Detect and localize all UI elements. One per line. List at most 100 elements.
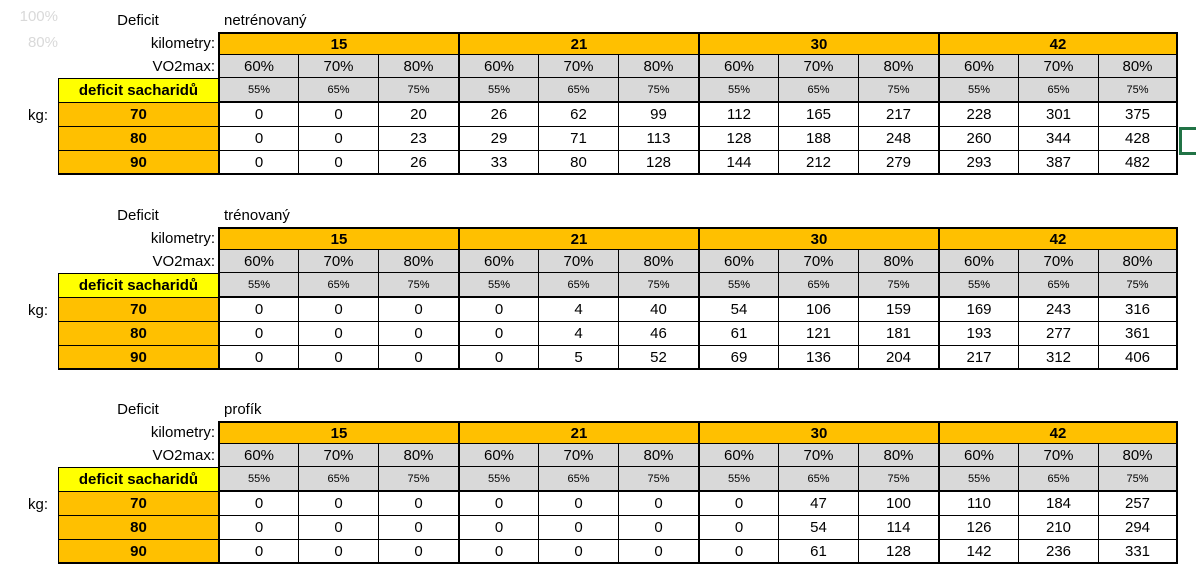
deficit-value-cell[interactable]: 113 [618,127,698,151]
deficit-value-cell[interactable]: 0 [458,492,538,516]
sacharidu-percent-cell[interactable]: 55% [698,467,778,492]
deficit-value-cell[interactable]: 316 [1098,298,1178,322]
deficit-value-cell[interactable]: 260 [938,127,1018,151]
deficit-value-cell[interactable]: 344 [1018,127,1098,151]
deficit-value-cell[interactable]: 0 [298,298,378,322]
vo2max-cell[interactable]: 70% [298,55,378,78]
vo2max-cell[interactable]: 60% [458,250,538,273]
deficit-value-cell[interactable]: 0 [538,516,618,540]
deficit-value-cell[interactable]: 62 [538,103,618,127]
vo2max-cell[interactable]: 80% [858,444,938,467]
deficit-value-cell[interactable]: 228 [938,103,1018,127]
vo2max-cell[interactable]: 80% [858,55,938,78]
deficit-value-cell[interactable]: 165 [778,103,858,127]
vo2max-cell[interactable]: 70% [1018,444,1098,467]
vo2max-cell[interactable]: 60% [458,55,538,78]
sacharidu-percent-cell[interactable]: 75% [858,467,938,492]
deficit-value-cell[interactable]: 110 [938,492,1018,516]
deficit-value-cell[interactable]: 0 [458,298,538,322]
deficit-value-cell[interactable]: 0 [458,540,538,564]
deficit-value-cell[interactable]: 0 [378,492,458,516]
distance-header-cell[interactable]: 21 [458,32,698,55]
deficit-value-cell[interactable]: 0 [298,346,378,370]
distance-header-cell[interactable]: 30 [698,32,938,55]
deficit-value-cell[interactable]: 69 [698,346,778,370]
distance-header-cell[interactable]: 42 [938,227,1178,250]
deficit-value-cell[interactable]: 47 [778,492,858,516]
vo2max-cell[interactable]: 80% [618,55,698,78]
sacharidu-percent-cell[interactable]: 55% [458,273,538,298]
weight-row-header[interactable]: 80 [58,127,218,151]
deficit-value-cell[interactable]: 23 [378,127,458,151]
vo2max-cell[interactable]: 80% [1098,444,1178,467]
deficit-value-cell[interactable]: 106 [778,298,858,322]
deficit-value-cell[interactable]: 0 [218,322,298,346]
distance-header-cell[interactable]: 15 [218,32,458,55]
deficit-value-cell[interactable]: 80 [538,151,618,175]
deficit-value-cell[interactable]: 212 [778,151,858,175]
vo2max-cell[interactable]: 60% [458,444,538,467]
deficit-value-cell[interactable]: 0 [218,151,298,175]
distance-header-cell[interactable]: 15 [218,227,458,250]
deficit-value-cell[interactable]: 482 [1098,151,1178,175]
distance-header-cell[interactable]: 42 [938,421,1178,444]
deficit-value-cell[interactable]: 0 [378,516,458,540]
weight-row-header[interactable]: 70 [58,492,218,516]
deficit-value-cell[interactable]: 0 [218,298,298,322]
sacharidu-percent-cell[interactable]: 55% [938,273,1018,298]
deficit-value-cell[interactable]: 0 [218,127,298,151]
deficit-value-cell[interactable]: 0 [218,516,298,540]
deficit-value-cell[interactable]: 114 [858,516,938,540]
distance-header-cell[interactable]: 30 [698,421,938,444]
vo2max-cell[interactable]: 80% [1098,250,1178,273]
sacharidu-percent-cell[interactable]: 75% [1098,467,1178,492]
deficit-value-cell[interactable]: 0 [298,516,378,540]
deficit-value-cell[interactable]: 0 [458,516,538,540]
weight-row-header[interactable]: 70 [58,298,218,322]
sacharidu-percent-cell[interactable]: 75% [378,78,458,103]
sacharidu-percent-cell[interactable]: 65% [298,78,378,103]
deficit-value-cell[interactable]: 46 [618,322,698,346]
deficit-value-cell[interactable]: 0 [298,103,378,127]
deficit-value-cell[interactable]: 4 [538,298,618,322]
deficit-value-cell[interactable]: 0 [298,492,378,516]
deficit-value-cell[interactable]: 0 [378,298,458,322]
deficit-value-cell[interactable]: 204 [858,346,938,370]
deficit-value-cell[interactable]: 406 [1098,346,1178,370]
sacharidu-percent-cell[interactable]: 75% [1098,273,1178,298]
sacharidu-percent-cell[interactable]: 65% [1018,467,1098,492]
deficit-value-cell[interactable]: 361 [1098,322,1178,346]
deficit-value-cell[interactable]: 428 [1098,127,1178,151]
deficit-value-cell[interactable]: 112 [698,103,778,127]
deficit-value-cell[interactable]: 26 [378,151,458,175]
sacharidu-percent-cell[interactable]: 75% [378,467,458,492]
sacharidu-percent-cell[interactable]: 65% [1018,273,1098,298]
deficit-value-cell[interactable]: 5 [538,346,618,370]
deficit-value-cell[interactable]: 33 [458,151,538,175]
sacharidu-percent-cell[interactable]: 75% [1098,78,1178,103]
deficit-value-cell[interactable]: 277 [1018,322,1098,346]
sacharidu-percent-cell[interactable]: 55% [938,467,1018,492]
deficit-value-cell[interactable]: 169 [938,298,1018,322]
deficit-value-cell[interactable]: 99 [618,103,698,127]
deficit-value-cell[interactable]: 312 [1018,346,1098,370]
vo2max-cell[interactable]: 80% [618,444,698,467]
deficit-value-cell[interactable]: 243 [1018,298,1098,322]
deficit-value-cell[interactable]: 257 [1098,492,1178,516]
distance-header-cell[interactable]: 15 [218,421,458,444]
vo2max-cell[interactable]: 80% [378,444,458,467]
vo2max-cell[interactable]: 70% [1018,55,1098,78]
vo2max-cell[interactable]: 60% [938,250,1018,273]
sacharidu-percent-cell[interactable]: 65% [778,467,858,492]
vo2max-cell[interactable]: 70% [538,55,618,78]
vo2max-cell[interactable]: 70% [778,444,858,467]
deficit-value-cell[interactable]: 0 [698,540,778,564]
vo2max-cell[interactable]: 80% [378,250,458,273]
sacharidu-percent-cell[interactable]: 55% [698,273,778,298]
vo2max-cell[interactable]: 70% [538,444,618,467]
sacharidu-percent-cell[interactable]: 65% [298,273,378,298]
vo2max-cell[interactable]: 60% [698,444,778,467]
deficit-value-cell[interactable]: 0 [538,540,618,564]
deficit-value-cell[interactable]: 0 [378,540,458,564]
distance-header-cell[interactable]: 30 [698,227,938,250]
